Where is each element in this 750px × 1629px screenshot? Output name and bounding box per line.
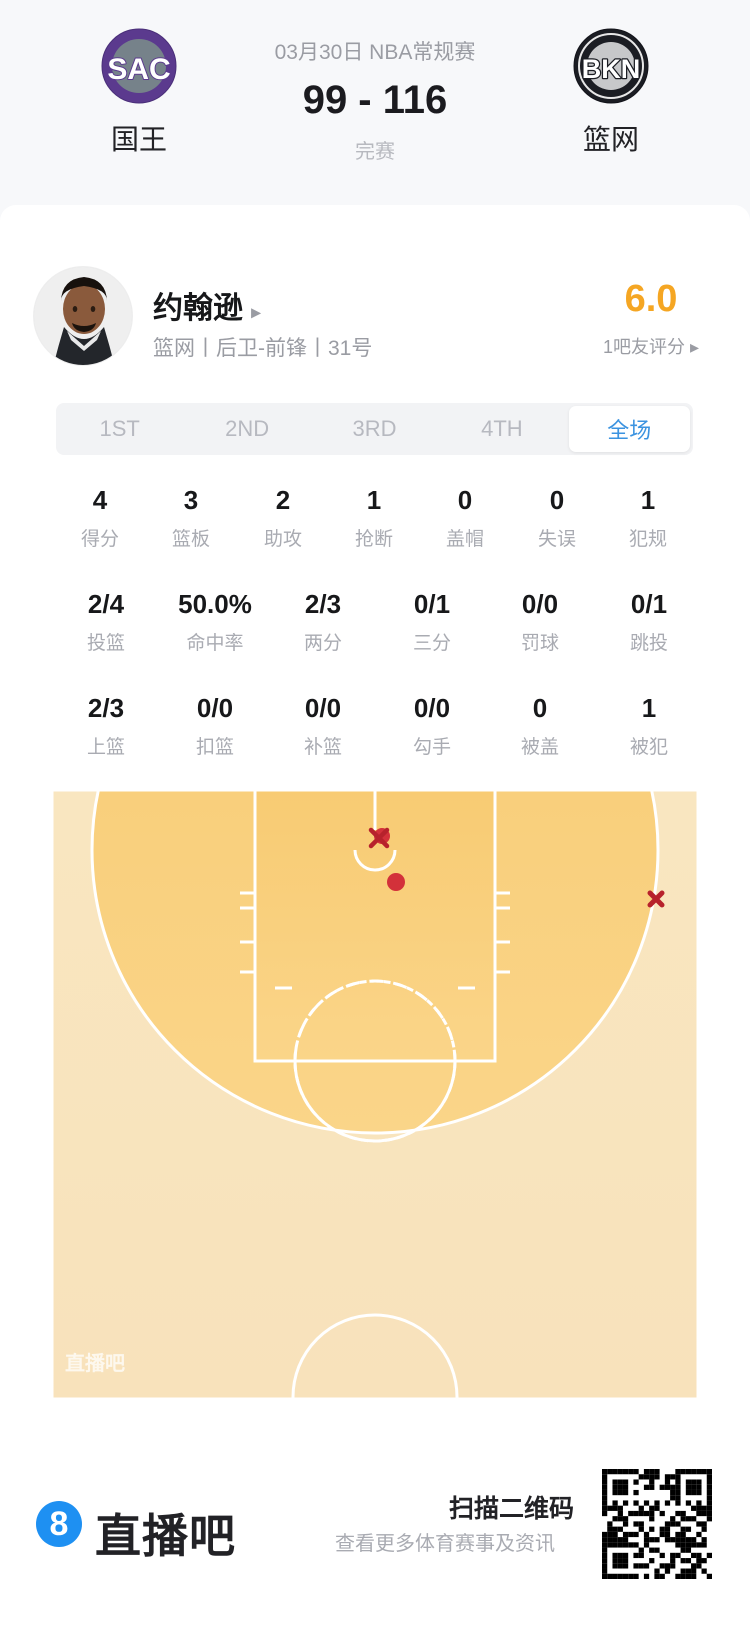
svg-text:BKN: BKN [582,54,641,84]
svg-text:8: 8 [50,1505,69,1543]
svg-text:直播吧: 直播吧 [65,1351,125,1375]
svg-text:SAC: SAC [107,53,170,86]
